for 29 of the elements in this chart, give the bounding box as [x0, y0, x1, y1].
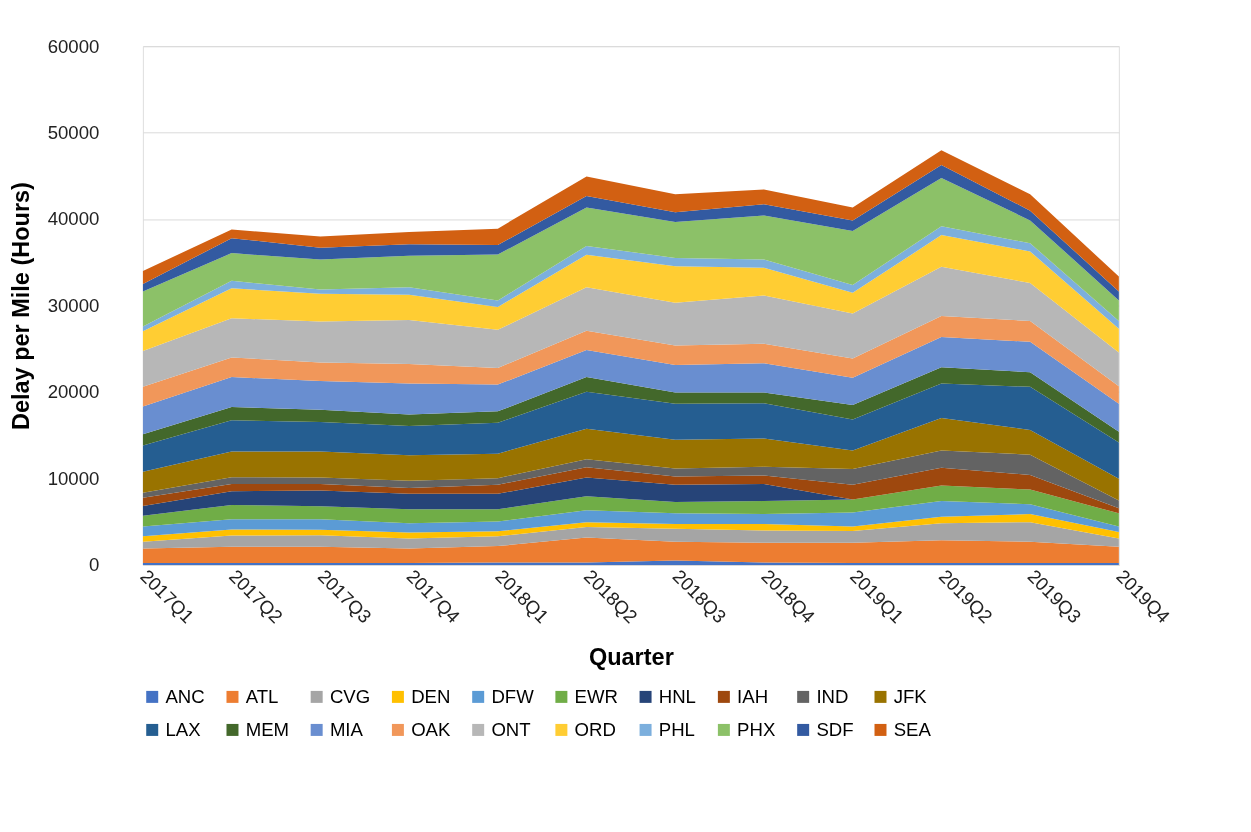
- legend-label: JFK: [893, 685, 928, 707]
- legend-label: IND: [816, 685, 849, 707]
- legend-label: OAK: [411, 718, 451, 740]
- y-tick-label: 0: [89, 554, 100, 576]
- legend-label: EWR: [574, 685, 618, 707]
- legend-label: MEM: [245, 718, 290, 740]
- legend-label: HNL: [658, 685, 696, 707]
- legend-label: ATL: [245, 685, 279, 707]
- legend-label: SEA: [893, 718, 932, 740]
- legend-label: CVG: [329, 685, 371, 707]
- legend-label: LAX: [165, 718, 201, 740]
- legend-label: PHX: [737, 718, 776, 740]
- y-tick-label: 30000: [47, 294, 100, 316]
- y-tick-label: 40000: [47, 208, 100, 230]
- y-tick-label: 10000: [47, 467, 100, 489]
- legend-label: DEN: [411, 685, 451, 707]
- legend-label: ORD: [574, 718, 616, 740]
- y-tick-label: 20000: [47, 381, 100, 403]
- x-axis-title: Quarter: [588, 644, 674, 671]
- y-axis-title: Delay per Mile (Hours): [8, 182, 35, 431]
- y-tick-label: 60000: [47, 35, 100, 57]
- legend-label: MIA: [329, 718, 364, 740]
- legend-label: ONT: [491, 718, 531, 740]
- legend-label: IAH: [737, 685, 769, 707]
- legend-label: SDF: [816, 718, 854, 740]
- y-tick-label: 50000: [47, 122, 100, 144]
- legend-label: DFW: [491, 685, 535, 707]
- legend-label: ANC: [165, 685, 205, 707]
- legend-label: PHL: [658, 718, 695, 740]
